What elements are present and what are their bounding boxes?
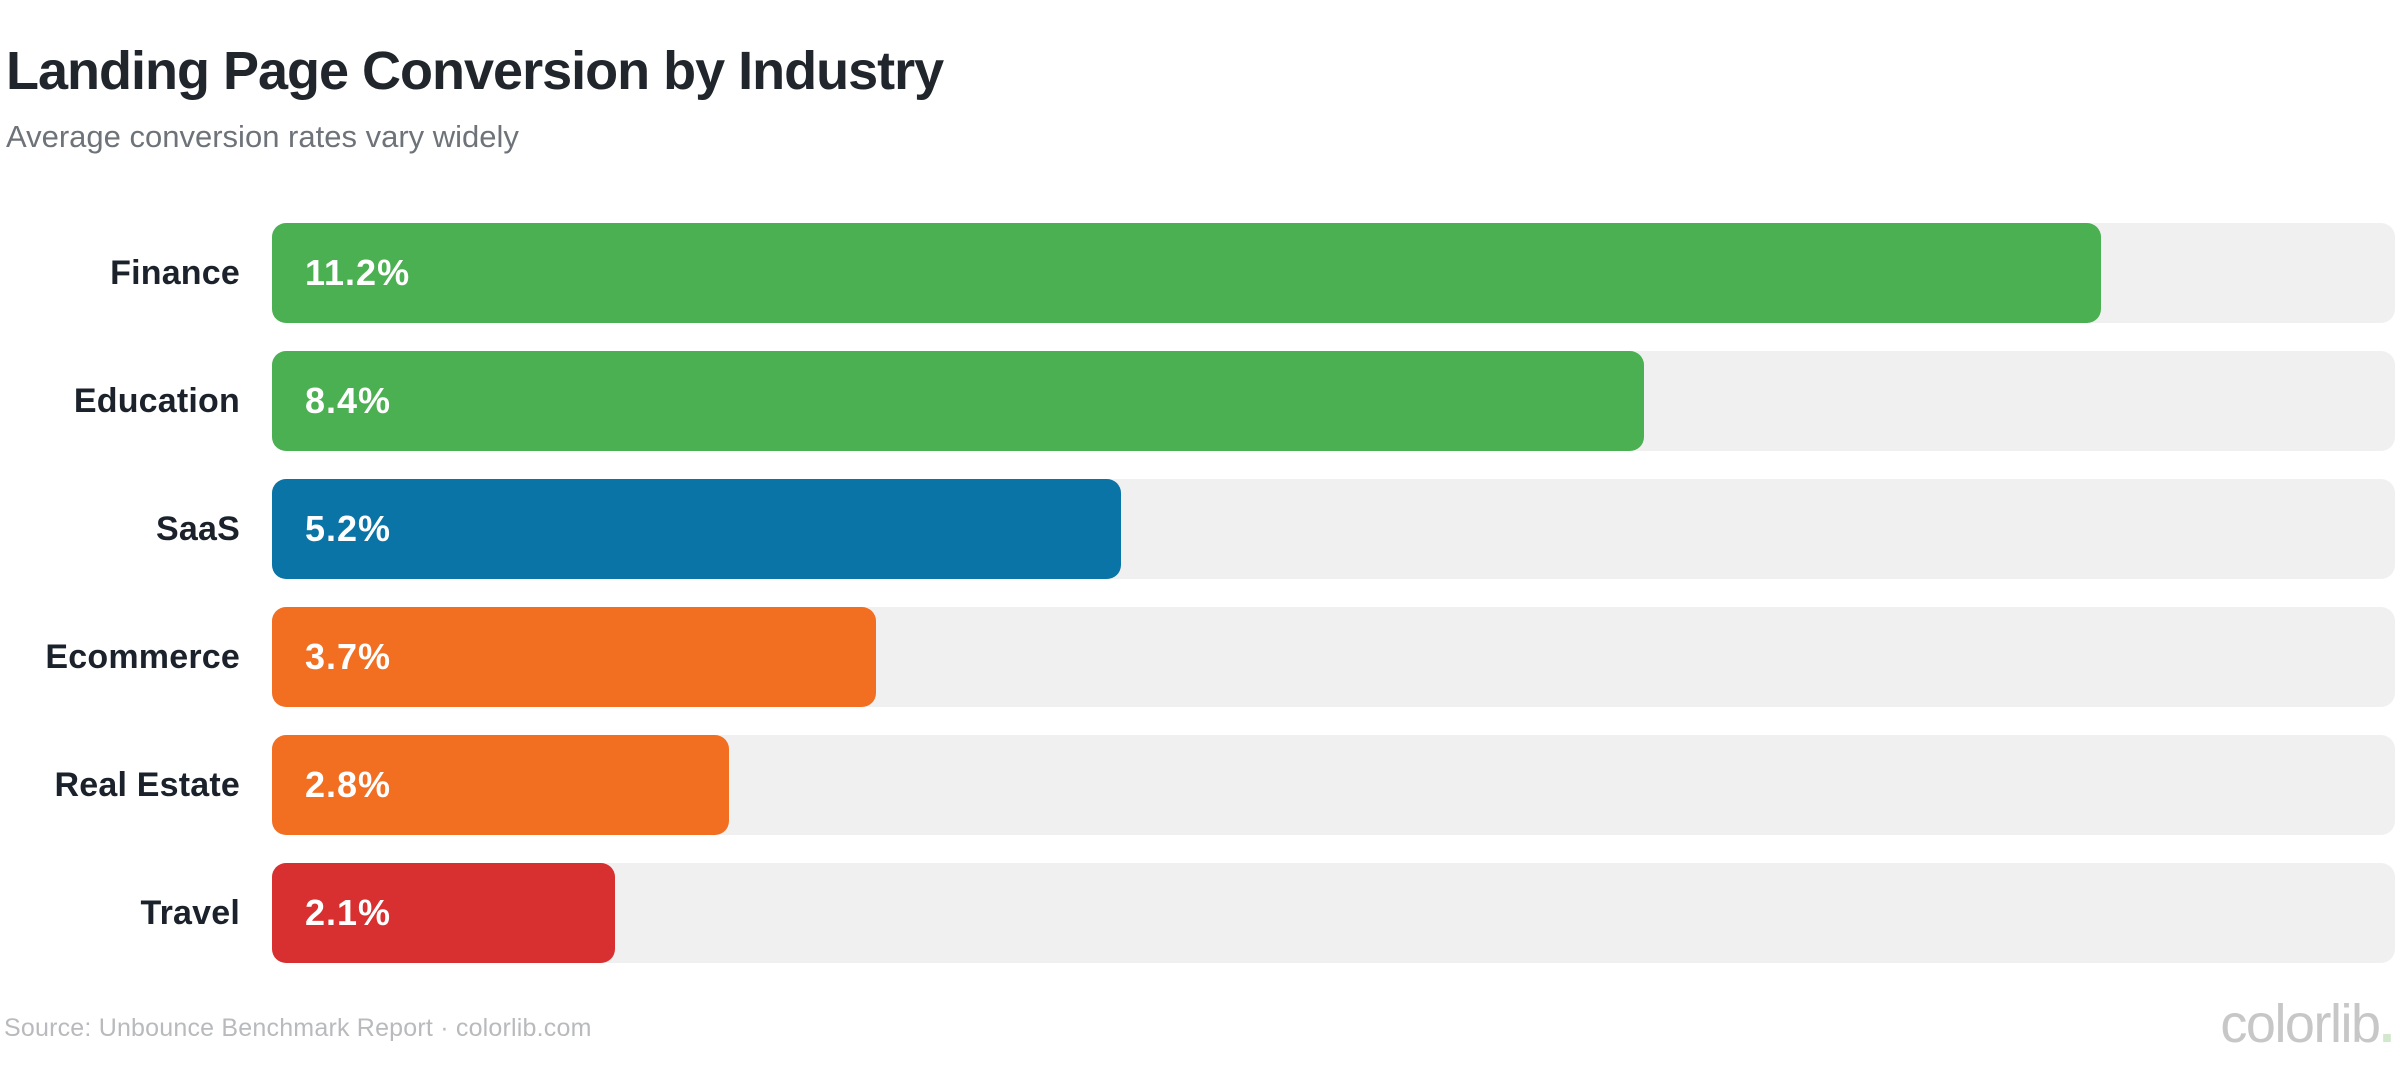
- bar-value-label: 2.8%: [305, 764, 392, 806]
- category-label: Education: [73, 381, 240, 420]
- bar-fill-real-estate: 2.8%: [272, 735, 730, 836]
- bar-fill-saas: 5.2%: [272, 479, 1122, 580]
- category-label: Ecommerce: [45, 637, 240, 676]
- category-label: SaaS: [156, 509, 240, 548]
- bar-value-label: 5.2%: [305, 508, 392, 550]
- page-title: Landing Page Conversion by Industry: [6, 41, 944, 101]
- bar-value-label: 3.7%: [305, 636, 392, 678]
- bar-fill-ecommerce: 3.7%: [272, 607, 877, 708]
- chart-row-saas: SaaS 5.2%: [4, 479, 2395, 580]
- bar-track: 2.8%: [272, 735, 2395, 836]
- colorlib-logo: colorlib.: [2220, 997, 2395, 1051]
- bar-track: 8.4%: [272, 351, 2395, 452]
- bar-track: 5.2%: [272, 479, 2395, 580]
- logo-text: colorlib: [2220, 994, 2381, 1055]
- logo-dot: .: [2379, 994, 2394, 1055]
- chart-row-education: Education 8.4%: [4, 351, 2395, 452]
- bar-chart: Finance 11.2% Education 8.4% SaaS 5.2%: [4, 223, 2395, 964]
- page-subtitle: Average conversion rates vary widely: [6, 119, 519, 155]
- category-label: Travel: [140, 893, 240, 932]
- chart-row-real-estate: Real Estate 2.8%: [4, 735, 2395, 836]
- bar-track: 2.1%: [272, 863, 2395, 964]
- chart-row-finance: Finance 11.2%: [4, 223, 2395, 324]
- chart-row-ecommerce: Ecommerce 3.7%: [4, 607, 2395, 708]
- chart-footer: Source: Unbounce Benchmark Report · colo…: [4, 997, 2395, 1051]
- bar-fill-travel: 2.1%: [272, 863, 615, 964]
- infographic-page: Landing Page Conversion by Industry Aver…: [4, 40, 2395, 1051]
- bar-value-label: 8.4%: [305, 380, 392, 422]
- bar-track: 3.7%: [272, 607, 2395, 708]
- bar-fill-education: 8.4%: [272, 351, 1644, 452]
- category-label: Finance: [110, 253, 240, 292]
- bar-track: 11.2%: [272, 223, 2395, 324]
- source-credit: Source: Unbounce Benchmark Report · colo…: [4, 1014, 592, 1043]
- chart-row-travel: Travel 2.1%: [4, 863, 2395, 964]
- chart-header: Landing Page Conversion by Industry Aver…: [4, 40, 2395, 155]
- bar-value-label: 11.2%: [305, 252, 411, 294]
- bar-value-label: 2.1%: [305, 892, 392, 934]
- bar-fill-finance: 11.2%: [272, 223, 2101, 324]
- category-label: Real Estate: [54, 765, 240, 804]
